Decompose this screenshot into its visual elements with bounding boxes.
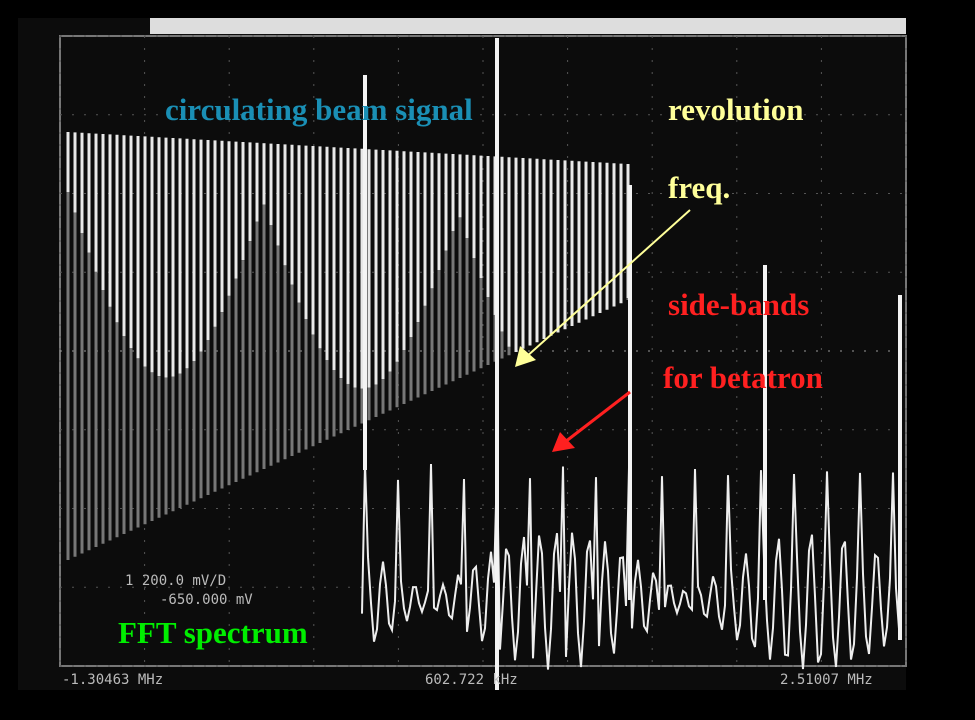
scope-readout: -1.30463 MHz — [62, 672, 163, 688]
arrow-revolution — [524, 209, 691, 359]
annotation: for betatron — [663, 360, 823, 395]
scope-readout: 1 200.0 mV/D — [125, 573, 226, 589]
scope-readout: 602.722 kHz — [425, 672, 518, 688]
arrow-sidebands — [564, 390, 631, 444]
annotation: revolution — [668, 92, 804, 127]
beam-signal-trace — [66, 132, 630, 560]
annotation: FFT spectrum — [118, 615, 308, 650]
photo-edge — [150, 18, 906, 34]
annotation: circulating beam signal — [165, 92, 473, 127]
scope-readout: -650.000 mV — [160, 592, 253, 608]
annotation: side-bands — [668, 287, 809, 322]
scope-readout: 2.51007 MHz — [780, 672, 873, 688]
arrow-head — [552, 432, 575, 452]
annotation: freq. — [668, 170, 730, 205]
fft-trace — [361, 38, 902, 690]
arrow-head — [515, 346, 536, 367]
